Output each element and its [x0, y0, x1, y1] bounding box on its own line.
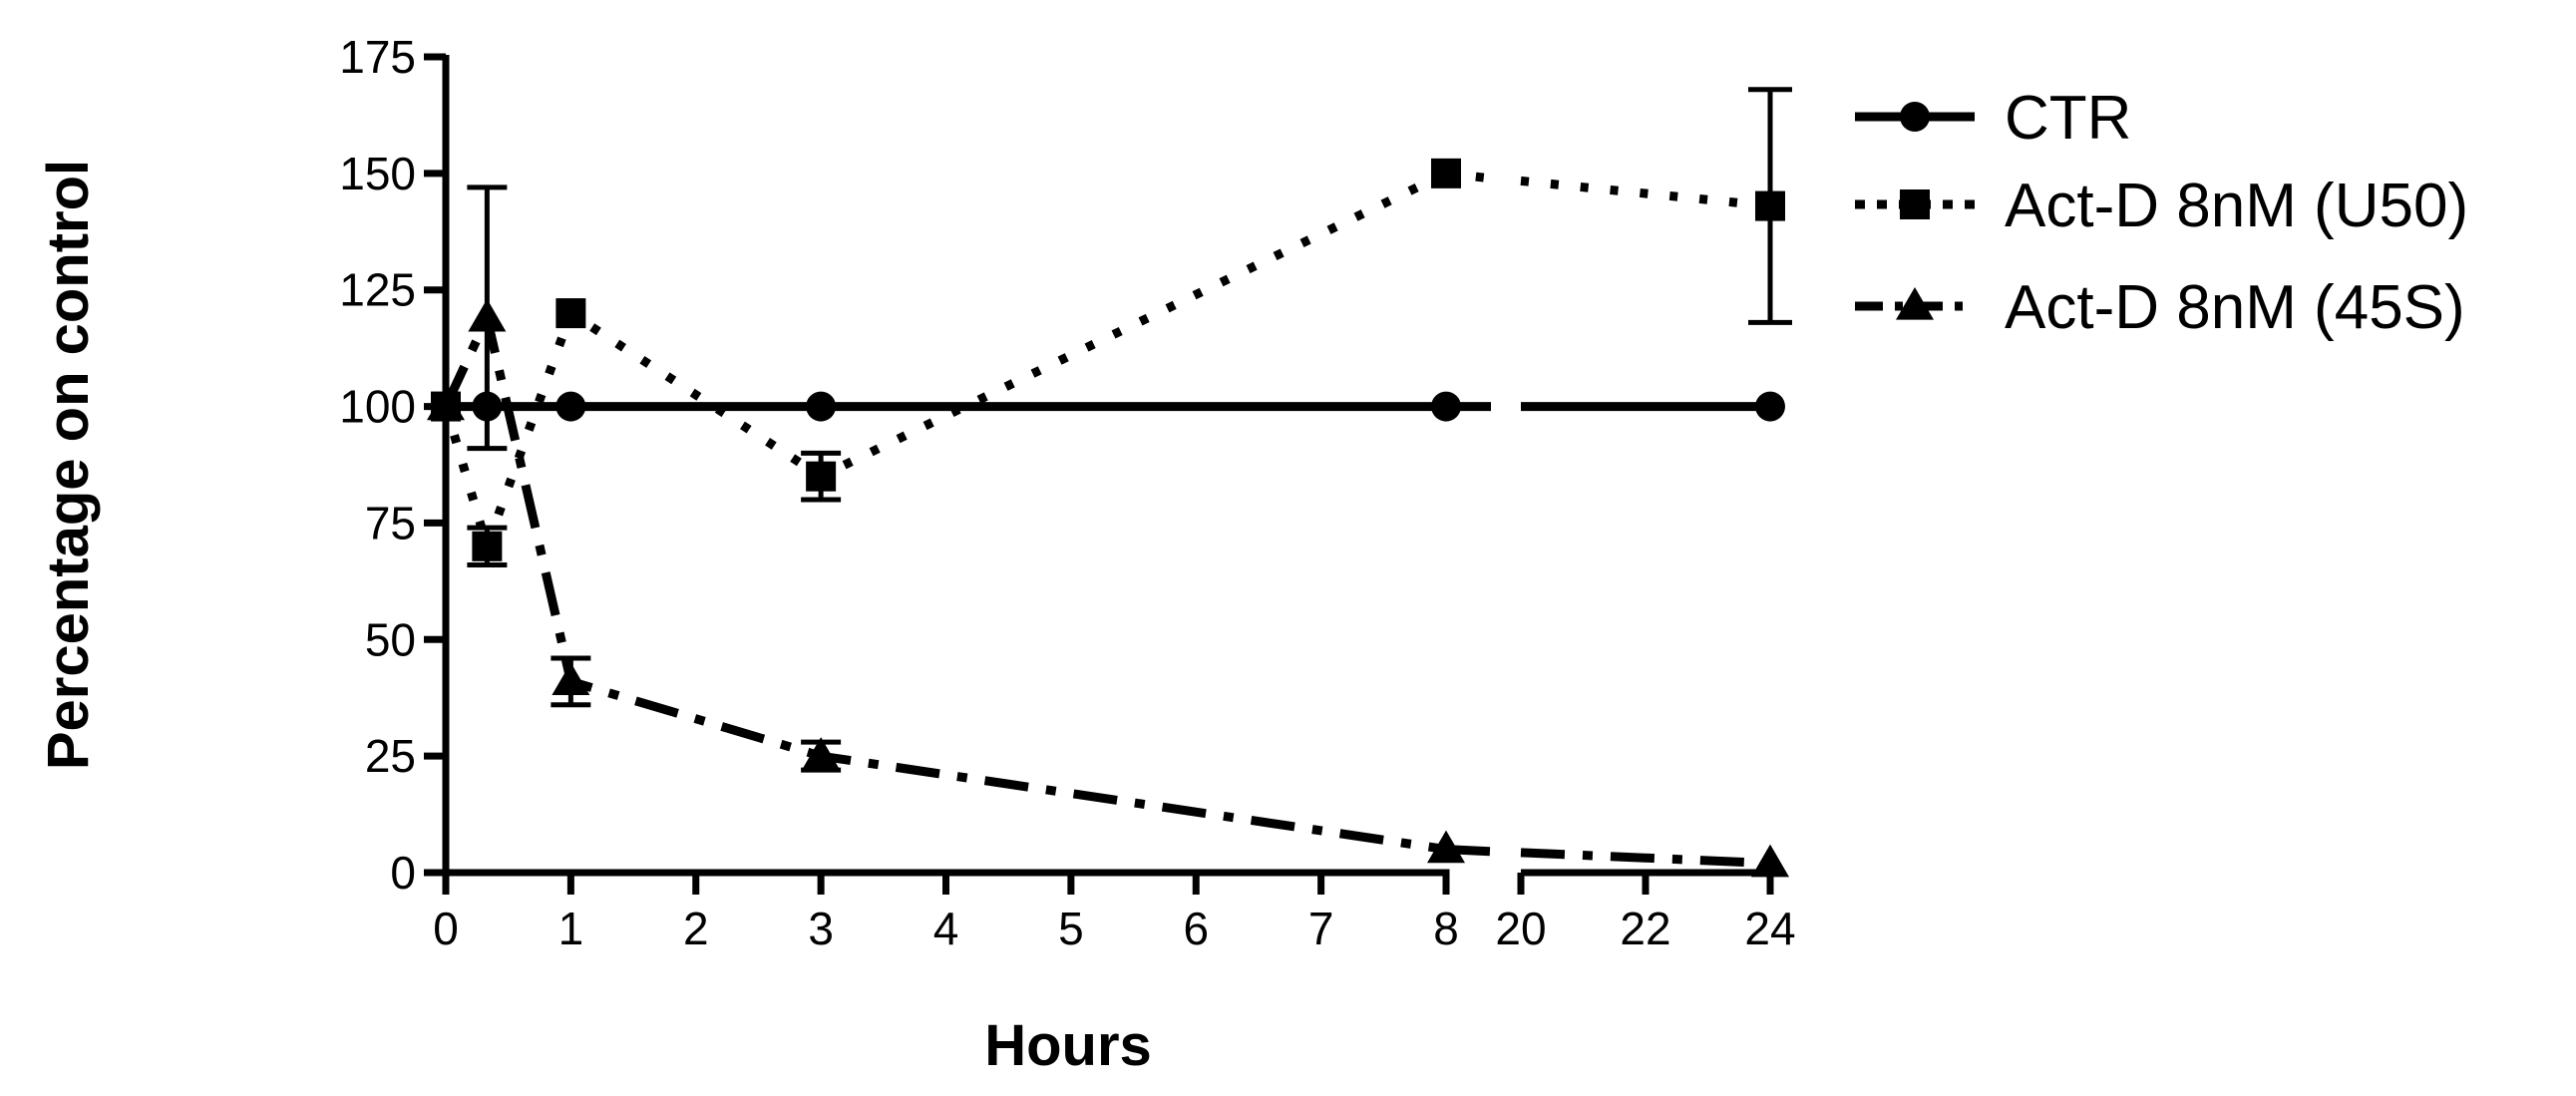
legend-marker-2	[1896, 287, 1934, 320]
x-tick-label-4: 4	[933, 903, 959, 954]
y-tick-label-7: 175	[339, 31, 416, 83]
marker-1-2	[555, 298, 586, 329]
series-line-1	[441, 169, 1448, 561]
marker-1-4	[1431, 158, 1461, 188]
x-tick-label-24: 24	[1744, 903, 1795, 954]
series-layer	[427, 87, 1792, 878]
marker-1-1	[472, 531, 503, 561]
x-axis-title: Hours	[984, 1013, 1152, 1078]
x-tick-label-1: 1	[558, 903, 584, 954]
marker-2-2	[552, 662, 590, 696]
series-line-2	[441, 303, 1447, 855]
legend-marker-1	[1900, 189, 1930, 219]
x-tick-label-6: 6	[1183, 903, 1209, 954]
marker-1-5	[1755, 190, 1785, 221]
x-tick-label-0: 0	[433, 903, 459, 954]
y-tick-label-4: 100	[339, 381, 416, 433]
legend-label-0: CTR	[2005, 84, 2131, 153]
legend-item-1: Act-D 8nM (U50)	[1855, 172, 2468, 240]
y-axis-title: Percentage on control	[36, 160, 101, 770]
marker-2-4	[1427, 830, 1465, 864]
marker-0-4	[1431, 391, 1461, 422]
marker-0-3	[806, 391, 837, 422]
marker-1-3	[806, 461, 837, 492]
marker-0-2	[555, 391, 586, 422]
x-tick-label-3: 3	[808, 903, 834, 954]
marker-0-5	[1755, 391, 1785, 422]
x-tick-label-20: 20	[1495, 903, 1546, 954]
marker-2-0	[427, 387, 465, 421]
axes: 0 25 50 75 100 125 150 175 0 1 2 3 4 5 6 7 8 20 22 24	[339, 31, 1795, 954]
x-tick-label-7: 7	[1308, 903, 1334, 954]
x-tick-label-5: 5	[1058, 903, 1084, 954]
legend-item-0: CTR	[1855, 84, 2131, 153]
legend-label-1: Act-D 8nM (U50)	[2005, 172, 2468, 240]
marker-2-3	[802, 737, 841, 770]
legend-label-2: Act-D 8nM (45S)	[2005, 273, 2465, 342]
y-tick-label-0: 0	[390, 847, 416, 899]
series-1	[431, 87, 1792, 567]
series-line-break-b-1	[1520, 176, 1771, 211]
y-tick-label-2: 50	[365, 613, 416, 665]
series-2	[427, 184, 1789, 878]
y-tick-label-1: 25	[365, 730, 416, 782]
legend-item-2: Act-D 8nM (45S)	[1855, 273, 2465, 342]
series-0	[431, 391, 1785, 422]
marker-2-1	[468, 298, 507, 332]
legend: CTR Act-D 8nM (U50) Act-D 8nM (45S)	[1855, 84, 2468, 342]
x-tick-label-8: 8	[1433, 903, 1459, 954]
marker-2-5	[1751, 844, 1789, 878]
y-tick-label-3: 75	[365, 497, 416, 548]
series-line-break-b-2	[1520, 848, 1771, 869]
y-tick-label-5: 125	[339, 264, 416, 316]
x-tick-label-22: 22	[1620, 903, 1670, 954]
x-tick-label-2: 2	[683, 903, 709, 954]
y-tick-label-6: 150	[339, 148, 416, 199]
legend-marker-0	[1900, 102, 1930, 132]
